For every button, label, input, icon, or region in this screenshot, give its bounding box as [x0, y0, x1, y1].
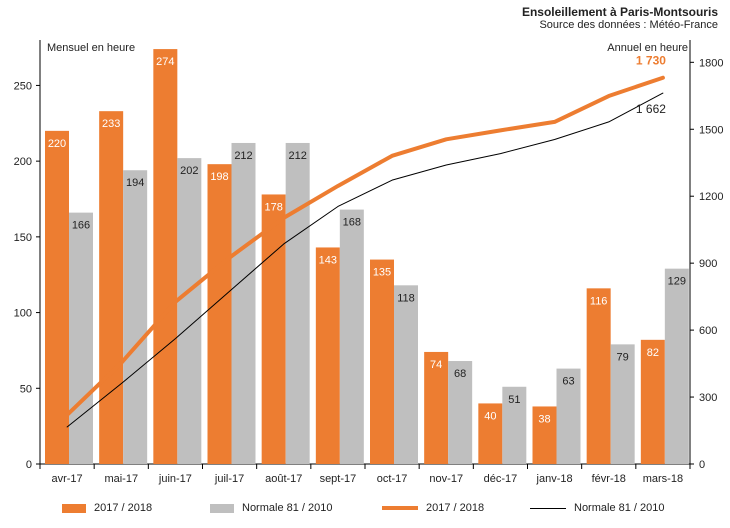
x-tick-label: janv-18 [536, 473, 573, 485]
bar-value-label: 220 [48, 138, 66, 150]
x-tick-label: nov-17 [429, 473, 463, 485]
line-end-label-normal: 1 662 [636, 102, 666, 116]
chart-canvas: 0 50 100 150 200 250 0 300 600 900 1200 1500 1800 avr… [14, 40, 723, 485]
bar-value-label: 82 [647, 347, 659, 359]
line-end-label-actual: 1 730 [636, 54, 666, 68]
bar-normal [177, 158, 202, 464]
bar-actual [478, 403, 503, 464]
y-tick-label-right: 1800 [699, 57, 723, 69]
bar-normal [664, 268, 689, 464]
y-tick-label-right: 1200 [699, 191, 723, 203]
bar-actual [640, 339, 665, 464]
bar-actual [207, 164, 232, 464]
bar-value-label: 198 [210, 171, 228, 183]
bar-value-label: 166 [72, 220, 90, 232]
bar-normal [448, 361, 473, 464]
bar-normal [69, 212, 93, 464]
chart-title: Ensoleillement à Paris-Montsouris [521, 5, 718, 19]
legend-item-line-normale: Normale 81 / 2010 [530, 502, 665, 514]
chart-subtitle: Source des données : Météo-France [539, 19, 718, 31]
bar-value-label: 194 [126, 177, 144, 189]
bar-value-label: 63 [562, 376, 574, 388]
bar-value-label: 79 [617, 351, 629, 363]
y-tick-label-left: 150 [14, 232, 32, 244]
x-tick-label: juil-17 [214, 473, 244, 485]
bar-value-label: 135 [373, 267, 391, 279]
bar-value-label: 178 [264, 201, 282, 213]
y-tick-label-right: 300 [699, 392, 717, 404]
legend-swatch-grey-bar [210, 503, 234, 513]
bar-actual [45, 130, 69, 464]
bar-normal [231, 142, 256, 464]
x-tick-label: mars-18 [643, 473, 683, 485]
y-tick-label-right: 900 [699, 258, 717, 270]
x-tick-label: sept-17 [320, 473, 357, 485]
bar-value-label: 40 [484, 410, 496, 422]
x-tick-label: mai-17 [104, 473, 138, 485]
y-tick-label-right: 0 [699, 459, 705, 471]
bar-value-label: 212 [234, 150, 252, 162]
bar-actual [424, 351, 449, 464]
bar-normal [123, 170, 148, 464]
bar-actual [586, 288, 611, 464]
x-tick-label: août-17 [265, 473, 302, 485]
series-line-normal [66, 92, 664, 428]
legend-label: 2017 / 2018 [94, 502, 153, 514]
y-axis-left-label: Mensuel en heure [47, 42, 136, 54]
bar-actual [261, 194, 286, 464]
y-tick-label-left: 200 [14, 156, 32, 168]
legend-item-bar-normale: Normale 81 / 2010 [210, 502, 333, 514]
legend-swatch-black-line [530, 507, 566, 509]
legend-label: 2017 / 2018 [426, 502, 485, 514]
bar-value-label: 74 [430, 359, 442, 371]
bar-actual [315, 247, 340, 464]
y-axis-right-label: Annuel en heure [607, 42, 688, 54]
x-tick-label: juin-17 [158, 473, 192, 485]
bar-value-label: 118 [397, 292, 415, 304]
bar-value-label: 168 [343, 217, 361, 229]
bar-normal [556, 368, 581, 464]
y-tick-label-left: 0 [26, 459, 32, 471]
y-tick-label-left: 50 [20, 383, 32, 395]
bar-value-label: 143 [319, 254, 337, 266]
series-line-actual [65, 75, 665, 417]
y-tick-label-right: 1500 [699, 124, 723, 136]
bar-value-label: 68 [454, 368, 466, 380]
bar-normal [394, 285, 418, 464]
y-tick-label-left: 250 [14, 80, 32, 92]
x-tick-label: avr-17 [51, 473, 82, 485]
x-tick-label: oct-17 [377, 473, 408, 485]
bar-normal [339, 209, 364, 464]
bar-normal [502, 386, 527, 464]
x-tick-label: févr-18 [592, 473, 626, 485]
legend-swatch-orange-line [382, 506, 418, 510]
bar-value-label: 202 [180, 165, 198, 177]
bar-value-label: 233 [102, 118, 120, 130]
bar-value-label: 38 [538, 413, 550, 425]
bar-value-label: 129 [668, 276, 686, 288]
bar-value-label: 212 [288, 150, 306, 162]
bar-value-label: 274 [156, 56, 174, 68]
x-tick-label: déc-17 [484, 473, 518, 485]
bar-normal [285, 142, 310, 464]
legend-label: Normale 81 / 2010 [242, 502, 333, 514]
legend-label: Normale 81 / 2010 [574, 502, 665, 514]
legend-item-line-2017-2018: 2017 / 2018 [382, 502, 484, 514]
bar-value-label: 51 [508, 394, 520, 406]
y-tick-label-left: 100 [14, 308, 32, 320]
bar-actual [153, 49, 178, 464]
bar-normal [610, 344, 635, 464]
bar-actual [99, 111, 124, 465]
legend-item-bar-2017-2018: 2017 / 2018 [62, 502, 152, 514]
bar-actual [370, 259, 394, 464]
bar-actual [532, 406, 557, 464]
y-tick-label-right: 600 [699, 325, 717, 337]
bar-value-label: 116 [590, 295, 608, 307]
legend-swatch-orange-bar [62, 503, 86, 513]
legend: 2017 / 2018 Normale 81 / 2010 2017 / 201… [0, 502, 730, 520]
